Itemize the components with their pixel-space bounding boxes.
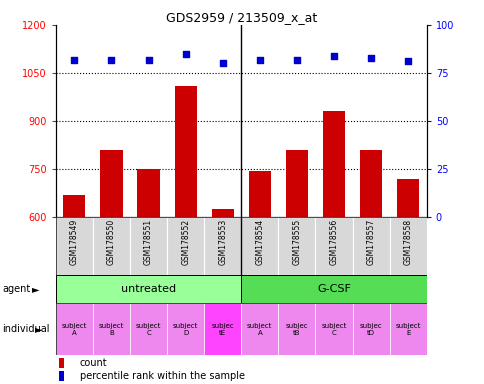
Bar (322, 111, 345, 384)
Bar (56, 275, 241, 303)
Bar (315, 217, 352, 275)
Bar (130, 303, 166, 355)
Text: G-CSF: G-CSF (317, 284, 350, 294)
Text: GSM178552: GSM178552 (181, 219, 190, 265)
Bar (396, 179, 419, 384)
Bar (63, 195, 85, 384)
Bar (100, 150, 122, 384)
Point (218, 60, 226, 66)
Bar (315, 303, 352, 355)
Bar (56, 217, 93, 275)
Text: subject
E: subject E (395, 323, 420, 336)
Bar (211, 209, 233, 384)
Text: individual: individual (2, 324, 50, 334)
Bar (278, 217, 315, 275)
Bar (248, 170, 271, 384)
Bar (278, 303, 315, 355)
Text: GSM178553: GSM178553 (218, 219, 227, 265)
Point (144, 56, 152, 63)
Text: subjec
tB: subjec tB (285, 323, 308, 336)
Bar (137, 169, 159, 384)
Bar (359, 150, 381, 384)
Bar (241, 275, 426, 303)
Bar (241, 217, 278, 275)
Text: GSM178551: GSM178551 (144, 219, 153, 265)
Text: untreated: untreated (121, 284, 176, 294)
Text: ►: ► (35, 324, 42, 334)
Bar (389, 303, 426, 355)
Text: count: count (80, 358, 107, 368)
Bar (56, 303, 93, 355)
Point (292, 56, 300, 63)
Text: GSM178550: GSM178550 (106, 219, 116, 265)
Text: subject
D: subject D (173, 323, 198, 336)
Point (107, 56, 115, 63)
Text: GSM178549: GSM178549 (70, 219, 79, 265)
Bar (241, 303, 278, 355)
Text: GSM178557: GSM178557 (366, 219, 375, 265)
Bar (60, 358, 64, 368)
Text: subjec
tD: subjec tD (359, 323, 382, 336)
Text: GSM178555: GSM178555 (292, 219, 301, 265)
Bar (352, 217, 389, 275)
Bar (93, 303, 130, 355)
Bar (285, 150, 307, 384)
Bar (352, 303, 389, 355)
Text: GSM178554: GSM178554 (255, 219, 264, 265)
Point (330, 53, 337, 59)
Text: subject
B: subject B (99, 323, 124, 336)
Text: subject
A: subject A (61, 323, 87, 336)
Point (366, 55, 374, 61)
Bar (130, 217, 166, 275)
Text: subjec
tE: subjec tE (211, 323, 234, 336)
Title: GDS2959 / 213509_x_at: GDS2959 / 213509_x_at (166, 11, 316, 24)
Text: percentile rank within the sample: percentile rank within the sample (80, 371, 244, 381)
Text: GSM178556: GSM178556 (329, 219, 338, 265)
Text: ►: ► (31, 284, 39, 294)
Text: subject
C: subject C (321, 323, 346, 336)
Bar (204, 303, 241, 355)
Text: subject
C: subject C (136, 323, 161, 336)
Point (404, 58, 411, 65)
Point (70, 56, 78, 63)
Bar (389, 217, 426, 275)
Bar (93, 217, 130, 275)
Point (256, 56, 263, 63)
Bar (204, 217, 241, 275)
Bar (60, 371, 64, 381)
Text: subject
A: subject A (247, 323, 272, 336)
Text: GSM178558: GSM178558 (403, 219, 412, 265)
Bar (166, 303, 204, 355)
Bar (166, 217, 204, 275)
Text: agent: agent (2, 284, 30, 294)
Bar (174, 86, 197, 384)
Point (182, 51, 189, 57)
